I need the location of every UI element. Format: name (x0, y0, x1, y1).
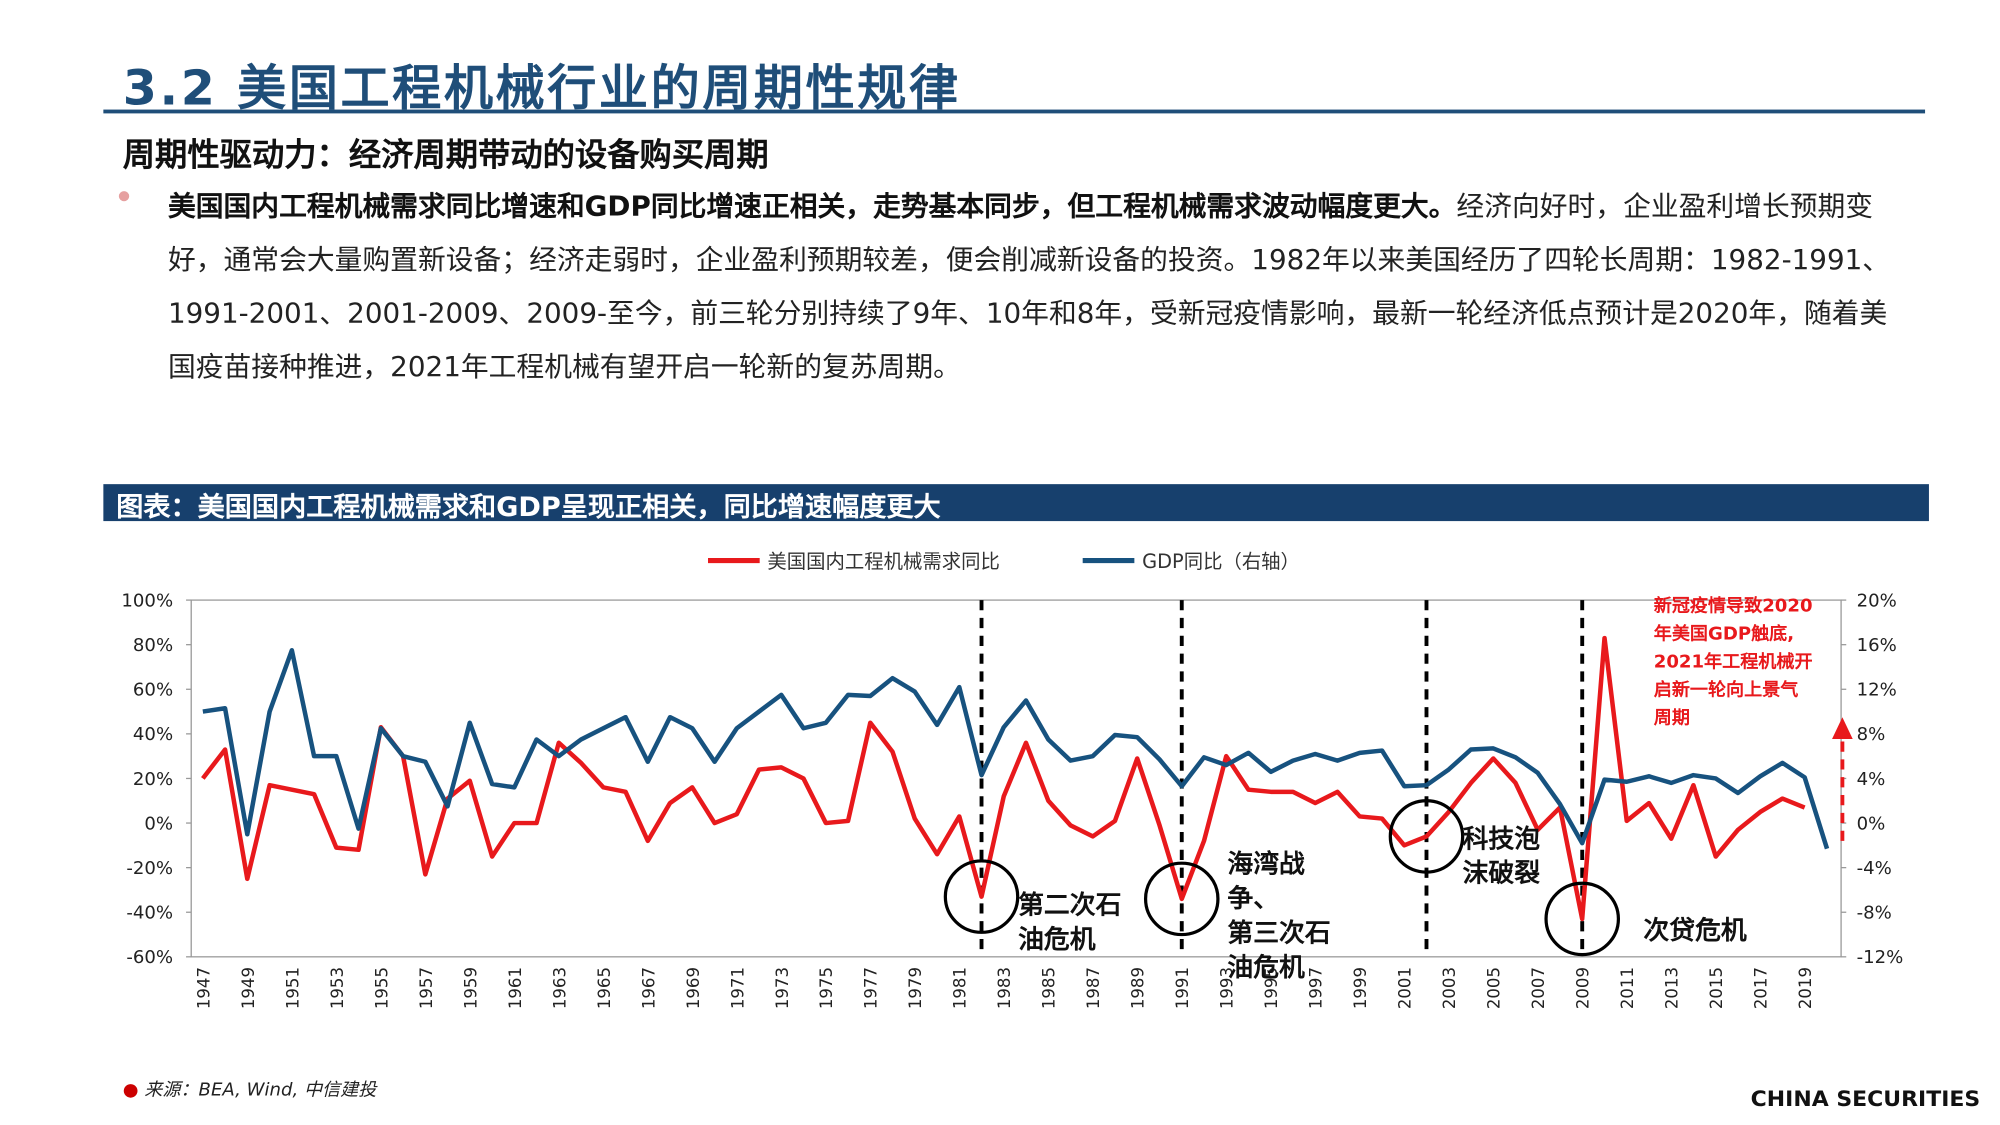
event-label: 油危机 (1227, 953, 1305, 983)
x-tick-label: 2017 (1752, 967, 1771, 1009)
y-tick-label: -40% (126, 903, 173, 924)
y2-tick-label: -4% (1857, 858, 1892, 879)
series-line (202, 648, 1830, 850)
x-tick-label: 2019 (1796, 967, 1815, 1009)
x-tick-label: 1977 (862, 967, 881, 1009)
event-label: 油危机 (1018, 925, 1096, 955)
note: 周期 (1654, 708, 1690, 729)
x-tick-label: 1983 (995, 967, 1014, 1009)
event-label: 争、 (1227, 884, 1279, 914)
event-label: 次贷危机 (1643, 915, 1747, 946)
x-tick-label: 1949 (239, 967, 258, 1009)
x-tick-label: 2015 (1707, 967, 1726, 1009)
event-label: 第三次石 (1227, 918, 1330, 949)
x-tick-label: 2001 (1396, 967, 1415, 1009)
y2-tick-label: 20% (1857, 591, 1897, 612)
event-label: 科技泡 (1463, 824, 1541, 854)
x-tick-label: 1963 (550, 967, 569, 1009)
y2-tick-label: 16% (1857, 635, 1897, 656)
event-circle (1544, 881, 1621, 957)
chart-title-bar (103, 484, 1929, 522)
x-tick-label: 1953 (328, 967, 347, 1009)
event-circle (943, 859, 1020, 934)
y-tick-label: 20% (133, 769, 173, 790)
x-tick-label: 1969 (684, 967, 703, 1009)
x-tick-label: 1957 (417, 967, 436, 1009)
x-tick-label: 1971 (728, 967, 747, 1009)
y2-tick-label: 8% (1857, 724, 1886, 745)
y-tick-label: -20% (126, 858, 173, 879)
event-circle (1388, 799, 1465, 874)
series-line (201, 635, 1806, 922)
chart-title: 图表：美国国内工程机械需求和GDP呈现正相关，同比增速幅度更大 (116, 491, 941, 523)
bullet-dot (118, 191, 130, 202)
paragraph: 美国国内工程机械需求同比增速和GDP同比增速正相关，走势基本同步，但工程机械需求… (168, 181, 1912, 395)
x-tick-label: 1999 (1351, 967, 1370, 1009)
x-tick-label: 1981 (951, 967, 970, 1009)
event-label: 第二次石 (1018, 890, 1121, 921)
heading: 3.2 美国工程机械行业的周期性规律 (122, 59, 961, 116)
x-tick-label: 2005 (1485, 967, 1504, 1009)
x-tick-label: 2007 (1529, 967, 1548, 1009)
y2-tick-label: 0% (1857, 814, 1886, 835)
x-tick-label: 1979 (906, 967, 925, 1009)
note: 新冠疫情导致2020 (1654, 595, 1813, 617)
y-tick-label: 40% (133, 724, 173, 745)
note: 启新一轮向上景气 (1654, 679, 1799, 701)
x-tick-label: 1961 (506, 967, 525, 1009)
y-tick-label: 80% (133, 635, 173, 656)
x-tick-label: 1965 (595, 967, 614, 1009)
y-tick-label: 60% (133, 680, 173, 701)
x-tick-label: 2011 (1618, 967, 1637, 1009)
note: 年美国GDP触底, (1654, 623, 1794, 645)
x-tick-label: 2003 (1440, 967, 1459, 1009)
x-tick-label: 1967 (639, 967, 658, 1009)
x-tick-label: 2009 (1574, 967, 1593, 1009)
source: ● 来源：BEA, Wind, 中信建投 (122, 1080, 377, 1101)
text: 经济向好时，企业盈利增长预期变好，通常会大量购置新设备；经济走弱时，企业盈利预期… (167, 191, 1891, 384)
x-tick-label: 1997 (1307, 967, 1326, 1009)
y2-tick-label: 4% (1857, 769, 1886, 790)
x-tick-label: 1973 (773, 967, 792, 1009)
bold-text: 美国国内工程机械需求同比增速和GDP同比增速正相关，走势基本同步，但工程机械需求… (167, 191, 1457, 223)
y2-tick-label: 12% (1857, 680, 1897, 701)
source-text: 来源：BEA, Wind, 中信建投 (144, 1080, 377, 1101)
x-tick-label: 1989 (1129, 967, 1148, 1009)
legend-label: GDP同比（右轴） (1142, 550, 1300, 573)
subtitle: 周期性驱动力：经济周期带动的设备购买周期 (122, 136, 769, 174)
x-tick-label: 1985 (1040, 967, 1059, 1009)
x-tick-label: 1993 (1218, 967, 1237, 1009)
rule (103, 109, 1926, 114)
y-tick-label: 100% (121, 591, 173, 612)
x-tick-label: 1995 (1262, 967, 1281, 1009)
y2-tick-label: -8% (1857, 903, 1892, 924)
y-tick-label: 0% (144, 814, 173, 835)
x-tick-label: 1975 (817, 967, 836, 1009)
logo: CHINA SECURITIES (1750, 1086, 1981, 1113)
event-label: 沫破裂 (1463, 859, 1541, 889)
note: 2021年工程机械开 (1654, 651, 1813, 673)
x-tick-label: 1959 (461, 967, 480, 1009)
x-tick-label: 1947 (194, 967, 213, 1009)
legend-label: 美国国内工程机械需求同比 (767, 550, 999, 573)
event-circle (1143, 861, 1220, 937)
y2-tick-label: -12% (1857, 947, 1904, 968)
x-tick-label: 1991 (1173, 967, 1192, 1009)
x-tick-label: 1987 (1084, 967, 1103, 1009)
x-tick-label: 1955 (372, 967, 391, 1009)
x-tick-label: 2013 (1663, 967, 1682, 1009)
note-arrowhead (1832, 717, 1853, 739)
x-tick-label: 1951 (283, 967, 302, 1009)
y-tick-label: -60% (126, 947, 173, 968)
event-label: 海湾战 (1227, 849, 1305, 880)
